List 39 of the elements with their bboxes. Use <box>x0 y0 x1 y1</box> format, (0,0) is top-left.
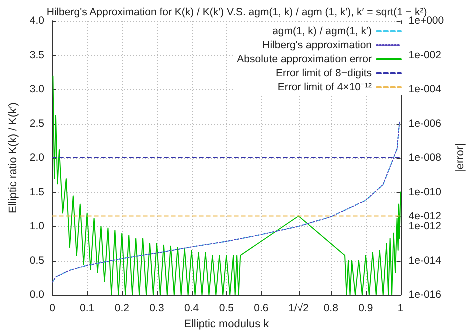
y2-tick-label: 1e-002 <box>408 49 442 62</box>
x-tick-label: 1 <box>398 302 404 315</box>
y2-tick-label: 1e-010 <box>408 186 442 198</box>
y-tick-label: 0.0 <box>30 289 45 302</box>
x-tick-label: 0 <box>50 302 56 315</box>
y-tick-label: 2.5 <box>30 118 45 130</box>
x-tick-label: 1/√2 <box>288 302 310 315</box>
x-tick-label: 0.6 <box>254 302 269 315</box>
y-tick-label: 3.5 <box>30 49 45 62</box>
legend-label: Absolute approximation error <box>237 54 372 66</box>
y-axis-title: Elliptic ratio K(k) / K(k′) <box>8 102 20 214</box>
y-tick-label: 2.0 <box>30 152 45 164</box>
y-tick-label: 1.5 <box>30 186 45 198</box>
y-tick-label: 0.5 <box>30 254 45 267</box>
legend-label: Hilberg's approximation <box>262 40 372 52</box>
y2-tick-label: 4e-012 <box>408 210 442 222</box>
y-tick-label: 4.0 <box>30 15 45 27</box>
x-tick-label: 0.9 <box>358 302 374 315</box>
x-tick-label: 0.1 <box>80 302 95 315</box>
legend-label: Error limit of 4×10⁻¹² <box>278 82 372 94</box>
y2-tick-label: 1e-016 <box>408 289 442 302</box>
y2-tick-label: 1e-012 <box>408 220 442 233</box>
line-series <box>52 122 400 283</box>
x-tick-label: 0.4 <box>184 302 200 315</box>
x-axis-title: Elliptic modulus k <box>184 318 270 330</box>
x-tick-label: 0.8 <box>324 302 339 315</box>
y2-axis-title: |error| <box>454 144 466 173</box>
x-tick-label: 0.3 <box>150 302 164 315</box>
y2-tick-label: 1e+000 <box>408 15 444 27</box>
y2-tick-label: 1e-006 <box>408 118 442 130</box>
y-tick-label: 3.0 <box>30 84 45 96</box>
y2-tick-label: 1e-014 <box>408 254 442 267</box>
y2-tick-label: 1e-008 <box>408 152 442 164</box>
y2-tick-label: 1e-004 <box>408 84 442 96</box>
y-tick-label: 1.0 <box>30 220 45 233</box>
legend-label: agm(1, k) / agm(1, k′) <box>272 26 372 38</box>
x-tick-label: 0.2 <box>114 302 130 315</box>
x-tick-label: 0.5 <box>219 302 234 315</box>
legend-label: Error limit of 8−digits <box>276 68 372 80</box>
